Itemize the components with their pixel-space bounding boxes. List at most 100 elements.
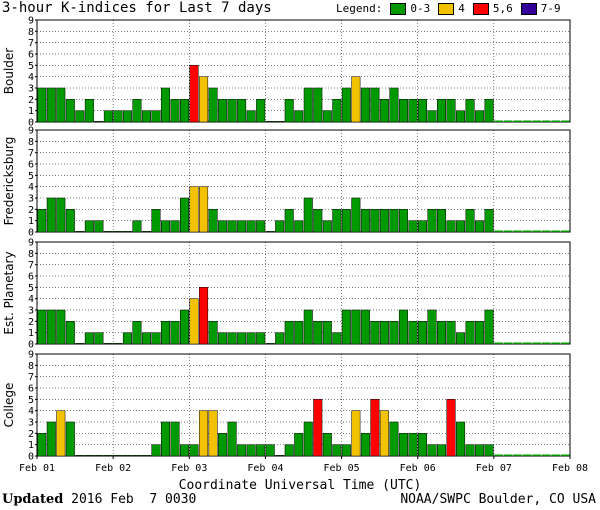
bar	[160, 220, 171, 233]
bar	[246, 220, 256, 233]
bar	[437, 444, 447, 457]
bar	[351, 410, 361, 457]
bar	[256, 332, 266, 345]
y-tick-label: 9	[28, 16, 34, 27]
bar-empty	[522, 342, 532, 344]
y-tick-label: 7	[28, 372, 34, 383]
bar	[218, 332, 228, 345]
bar	[446, 321, 456, 345]
x-axis-title: Coordinate Universal Time (UTC)	[178, 478, 422, 493]
bar	[303, 197, 313, 233]
bar	[132, 99, 142, 123]
bar	[303, 87, 313, 123]
bar	[94, 220, 104, 233]
y-tick-label: 6	[28, 384, 34, 395]
panel-frame	[36, 129, 571, 233]
bar	[341, 209, 351, 233]
bar	[370, 399, 380, 457]
bar	[417, 99, 427, 123]
x-tick-label: Feb 02	[95, 463, 131, 474]
bar	[246, 332, 256, 345]
legend-text-4: 4	[458, 2, 465, 15]
bar-empty	[494, 454, 503, 456]
bar-empty	[551, 454, 560, 456]
bar	[227, 99, 237, 123]
bar	[170, 421, 180, 457]
bar	[294, 321, 304, 345]
bar	[170, 220, 180, 233]
bar	[94, 332, 104, 345]
bar	[265, 231, 275, 233]
y-tick-label: 8	[28, 249, 34, 260]
legend-text-0-3: 0-3	[410, 2, 431, 15]
bar	[284, 444, 294, 457]
bar	[303, 309, 313, 345]
bar-empty	[522, 454, 532, 456]
bar	[84, 332, 94, 345]
y-tick-label: 5	[28, 171, 34, 182]
bar	[465, 444, 475, 457]
y-tick-label: 2	[28, 205, 34, 216]
bar	[246, 444, 256, 457]
bar	[141, 455, 151, 457]
bar	[103, 343, 113, 345]
bar	[237, 444, 247, 457]
x-tick-label: Feb 06	[400, 463, 436, 474]
bar	[465, 321, 475, 345]
bar	[370, 87, 380, 123]
bar	[456, 421, 466, 457]
bar	[313, 209, 323, 233]
bar	[37, 309, 47, 345]
bar	[484, 444, 494, 457]
bar	[475, 110, 485, 123]
bar	[199, 410, 209, 457]
bar	[46, 197, 56, 233]
bar	[351, 197, 361, 233]
bar	[313, 399, 323, 457]
bar	[398, 99, 408, 123]
bar	[103, 231, 113, 233]
bar	[180, 444, 190, 457]
bar	[322, 110, 332, 123]
chart-title: 3-hour K-indices for Last 7 days	[2, 0, 272, 16]
bar	[132, 321, 142, 345]
bar	[284, 209, 294, 233]
bar	[84, 455, 94, 457]
bar	[360, 433, 370, 457]
bar	[475, 321, 485, 345]
bar-empty	[560, 230, 570, 232]
y-tick-label: 7	[28, 38, 34, 49]
bar	[313, 87, 323, 123]
bar	[218, 220, 228, 233]
y-tick-label: 1	[28, 106, 34, 117]
bar-empty	[522, 120, 532, 122]
y-tick-label: 1	[28, 216, 34, 227]
bar	[417, 220, 427, 233]
bar-empty	[503, 230, 513, 232]
bar	[237, 220, 247, 233]
bar	[408, 433, 418, 457]
bar	[199, 76, 209, 123]
bar	[141, 231, 151, 233]
x-tick-label: Feb 03	[171, 463, 207, 474]
bar	[160, 87, 171, 123]
bar	[398, 309, 408, 345]
y-tick-label: 1	[28, 328, 34, 339]
bar	[218, 99, 228, 123]
bar	[84, 220, 94, 233]
bar-empty	[503, 454, 513, 456]
y-tick-label: 2	[28, 95, 34, 106]
panel-frame	[36, 353, 571, 457]
bar	[484, 209, 494, 233]
legend-text-5-6: 5,6	[492, 2, 513, 15]
bar	[170, 321, 180, 345]
bar	[103, 455, 113, 457]
bar-empty	[551, 342, 560, 344]
bar	[199, 287, 209, 345]
bar	[56, 197, 66, 233]
bar	[46, 87, 56, 123]
bar	[265, 343, 275, 345]
bar	[122, 110, 132, 123]
bar	[294, 433, 304, 457]
updated-timestamp: Updated 2016 Feb 7 0030	[2, 492, 196, 507]
